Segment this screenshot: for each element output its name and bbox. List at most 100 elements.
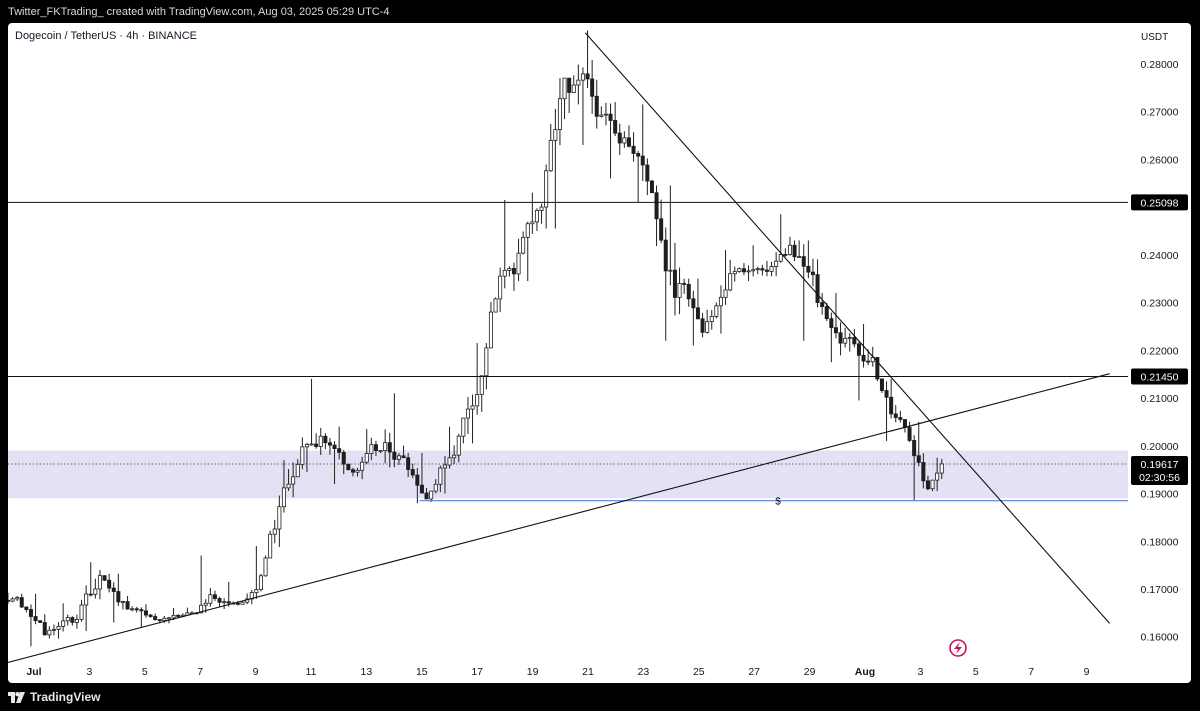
candle-body (452, 454, 457, 459)
support-line-marker: $ (775, 497, 781, 508)
candle-body (355, 469, 360, 473)
candle-body (396, 455, 401, 460)
candle-body (286, 483, 291, 489)
footer-brand-text: TradingView (30, 690, 101, 704)
candle-body (511, 268, 516, 275)
candle-body (38, 620, 43, 623)
candle-body (10, 598, 15, 602)
candle-body (208, 594, 213, 604)
candle-body (751, 269, 756, 272)
candle-body (810, 271, 815, 276)
candle-body (153, 616, 158, 620)
y-tick-label: 0.23000 (1141, 298, 1179, 310)
y-tick-label: 0.21000 (1141, 393, 1179, 405)
candle-body (410, 469, 415, 476)
candle-body (263, 557, 268, 577)
candle-body (723, 289, 728, 298)
candle-body (61, 620, 66, 627)
candle-body (525, 223, 530, 238)
candle-body (806, 265, 811, 273)
candle-body (120, 601, 125, 603)
candle-body (599, 114, 604, 117)
candle-body (861, 354, 866, 362)
candle-body (866, 360, 871, 363)
x-tick-label: 27 (748, 666, 760, 678)
candle-body (714, 305, 719, 317)
x-tick-label: 23 (638, 666, 650, 678)
candle-body (617, 132, 622, 144)
candle-body (116, 591, 121, 603)
candle-body (79, 604, 84, 620)
candle-body (797, 256, 802, 259)
chart-frame: $ 0.28000 0.27000 0.26000 0.25098 0.24000 0.2… (8, 23, 1191, 683)
y-tick-label: 0.24000 (1141, 250, 1179, 262)
candle-body (300, 446, 305, 465)
descending-trendline (584, 32, 1111, 624)
candle-body (668, 269, 673, 272)
candle-body (360, 461, 365, 471)
candle-body (24, 606, 29, 610)
candle-body (916, 455, 921, 463)
candle-body (507, 268, 512, 271)
candle-body (686, 283, 691, 300)
candle-body (465, 408, 470, 419)
candle-body (498, 275, 503, 300)
candle-body (626, 137, 631, 147)
candle-body (824, 306, 829, 320)
flash-icon[interactable] (949, 639, 967, 657)
candle-body (879, 378, 884, 391)
candle-body (442, 464, 447, 469)
candle-body (769, 266, 774, 272)
candle-body (111, 587, 116, 592)
x-tick-label: 17 (471, 666, 483, 678)
candle-body (332, 444, 337, 450)
candle-body (93, 588, 98, 595)
y-tick-label: 0.17000 (1141, 584, 1179, 596)
candle-body (203, 602, 208, 606)
x-tick-label: 11 (306, 666, 317, 678)
candle-body (235, 602, 240, 605)
candle-body (695, 307, 700, 320)
candle-body (636, 153, 641, 157)
candle-body (534, 210, 539, 223)
candle-body (350, 469, 355, 473)
candle-body (327, 442, 332, 446)
candle-body (337, 448, 342, 453)
candle-body (622, 137, 627, 144)
candle-body (884, 390, 889, 398)
currency-label: USDT (1141, 32, 1168, 43)
y-tick-label: 0.22000 (1141, 345, 1179, 357)
candle-body (125, 601, 130, 610)
candle-body (677, 283, 682, 298)
candle-body (222, 601, 227, 604)
candle-body (728, 273, 733, 291)
price-chart[interactable]: $ 0.28000 0.27000 0.26000 0.25098 0.24000 0.2… (8, 23, 1191, 683)
candle-body (746, 270, 751, 273)
tradingview-brand[interactable]: TradingView (8, 690, 100, 704)
candle-body (56, 625, 61, 630)
candle-body (212, 594, 217, 599)
candle-body (553, 129, 558, 141)
candle-body (143, 610, 148, 616)
candle-body (97, 575, 102, 590)
candle-body (893, 413, 898, 418)
candle-body (479, 375, 484, 395)
candle-body (682, 283, 687, 285)
attribution-text: Twitter_FKTrading_ created with TradingV… (8, 6, 390, 18)
level-price-badge (1131, 194, 1188, 211)
candle-body (856, 343, 861, 356)
footer-bar: TradingView (0, 683, 1200, 711)
x-tick-label: 9 (253, 666, 259, 678)
candle-body (755, 268, 760, 271)
candle-body (815, 274, 820, 303)
candle-body (456, 435, 461, 456)
candle-body (521, 237, 526, 254)
tradingview-logo-icon (8, 691, 25, 703)
candle-body (760, 268, 765, 271)
candle-body (580, 73, 585, 81)
candle-body (268, 533, 273, 559)
candle-body (700, 318, 705, 333)
y-tick-label: 0.27000 (1141, 107, 1179, 119)
candle-body (820, 302, 825, 307)
candle-body (429, 490, 434, 500)
